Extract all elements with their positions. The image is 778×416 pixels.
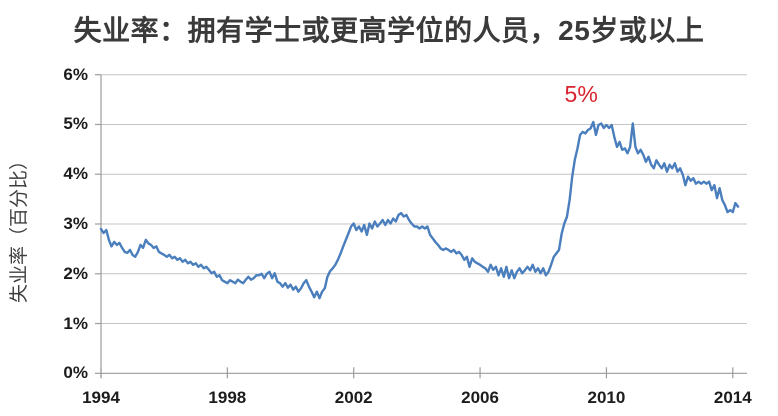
x-tick-label: 2010 <box>587 388 626 407</box>
peak-annotation: 5% <box>564 80 598 107</box>
x-tick-label: 1994 <box>82 388 120 407</box>
unemployment-rate-line <box>99 120 740 300</box>
x-tick-label: 2006 <box>461 388 499 407</box>
y-tick-label: 2% <box>63 263 88 283</box>
y-tick-label: 5% <box>63 114 88 134</box>
y-tick-label: 0% <box>63 363 88 383</box>
y-tick-label: 3% <box>63 214 88 233</box>
x-tick-label: 1998 <box>208 388 247 407</box>
x-tick-label: 2014 <box>713 388 752 407</box>
x-tick-label: 2002 <box>334 388 373 407</box>
y-tick-label: 4% <box>63 164 88 184</box>
chart-title: 失业率：拥有学士或更高学位的人员，25岁或以上 <box>73 15 705 46</box>
y-tick-label: 6% <box>63 64 88 84</box>
y-tick-label: 1% <box>63 313 88 333</box>
